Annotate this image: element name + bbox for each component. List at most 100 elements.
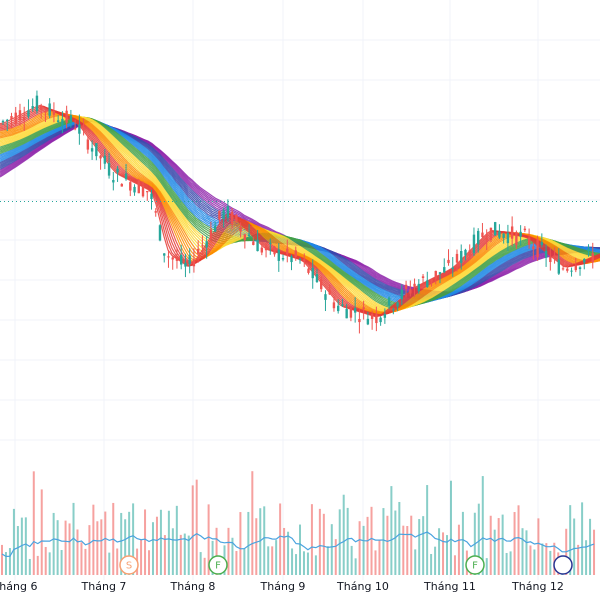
volume-bar (481, 476, 484, 575)
volume-bar (346, 507, 349, 575)
candle-body (99, 155, 102, 159)
volume-bar (151, 522, 154, 575)
candle-body (18, 110, 22, 120)
candle-body (549, 256, 552, 263)
ma-line (0, 115, 600, 312)
volume-bar (163, 535, 166, 575)
volume-bar (148, 550, 151, 575)
volume-bar (438, 528, 441, 575)
volume-bar (275, 540, 278, 575)
volume-bar (88, 525, 91, 575)
candle-body (137, 180, 140, 194)
candle-body (413, 283, 416, 288)
volume-bar (52, 512, 55, 575)
volume-bar (195, 479, 198, 575)
volume-bar (295, 554, 298, 575)
volume-bar (16, 526, 19, 575)
candle-body (506, 232, 510, 244)
candle-body (95, 143, 98, 157)
volume-bar (581, 502, 584, 575)
event-marker-letter: S (126, 561, 132, 572)
candle-body (124, 173, 128, 180)
candle-body (175, 257, 179, 261)
candle-body (417, 283, 420, 292)
volume-bar (68, 523, 71, 575)
candle-body (307, 268, 310, 273)
candle-body (235, 215, 238, 222)
candle-body (527, 237, 531, 245)
candle-body (481, 232, 484, 238)
volume-bar (366, 516, 369, 575)
candle-body (523, 228, 527, 231)
candle-body (69, 115, 73, 123)
candle-body (489, 227, 493, 241)
ma-line (0, 117, 600, 306)
volume-bar (128, 511, 131, 575)
x-axis: Tháng 6 Tháng 7 Tháng 8 Tháng 9 Tháng 10 Thán… (0, 580, 564, 593)
ma-line (0, 115, 600, 311)
volume-bar (227, 527, 230, 575)
volume-bar (36, 555, 39, 575)
volume-bar (442, 532, 445, 575)
volume-bar (8, 548, 11, 575)
volume-ma-line (1, 531, 595, 558)
volume-bar (56, 520, 59, 575)
candle-body (298, 259, 302, 261)
candle-body (324, 294, 327, 300)
candle-body (468, 250, 471, 256)
volume-bars (1, 471, 596, 575)
volume-bar (76, 529, 79, 575)
candle-body (477, 230, 480, 245)
volume-bar (108, 552, 111, 575)
candlesticks (1, 90, 594, 334)
volume-bar (545, 543, 548, 575)
candle-body (209, 229, 213, 240)
candle-body (294, 250, 297, 258)
ma-line (0, 119, 600, 302)
ma-line (0, 110, 600, 315)
candle-body (404, 284, 408, 289)
candle-body (252, 241, 255, 245)
volume-bar (199, 552, 202, 575)
volume-bar (318, 508, 321, 575)
candle-body (48, 103, 51, 116)
volume-bar (477, 503, 480, 575)
volume-bar (521, 528, 524, 575)
volume-bar (1, 544, 3, 575)
volume-bar (326, 546, 329, 575)
volume-bar (84, 548, 87, 575)
candle-body (430, 279, 433, 282)
volume-bar (239, 512, 242, 575)
candle-body (570, 270, 573, 272)
volume-bar (267, 546, 270, 575)
candle-body (303, 259, 306, 261)
candle-body (61, 118, 64, 126)
volume-bar (374, 550, 377, 575)
volume-bar (505, 552, 508, 575)
candle-body (269, 242, 272, 245)
candle-body (103, 155, 107, 164)
event-marker-circle (465, 555, 485, 575)
candle-body (460, 250, 463, 263)
volume-bar (573, 518, 576, 575)
ma-line (0, 116, 600, 310)
ma-line (0, 117, 600, 308)
volume-bar (334, 539, 337, 575)
candle-body (591, 253, 594, 263)
candle-body (65, 110, 68, 123)
volume-bar (322, 513, 325, 575)
ma-line (0, 118, 600, 304)
volume-bar (394, 510, 397, 575)
candle-body (192, 259, 196, 267)
candle-body (281, 258, 285, 260)
volume-bar (513, 512, 516, 575)
volume-bar (302, 551, 305, 575)
volume-bar (32, 471, 35, 575)
volume-bar (124, 519, 127, 575)
candle-body (353, 308, 357, 313)
volume-bar (231, 537, 234, 575)
volume-bar (525, 530, 528, 575)
candle-body (180, 254, 183, 265)
volume-bar (140, 539, 143, 575)
